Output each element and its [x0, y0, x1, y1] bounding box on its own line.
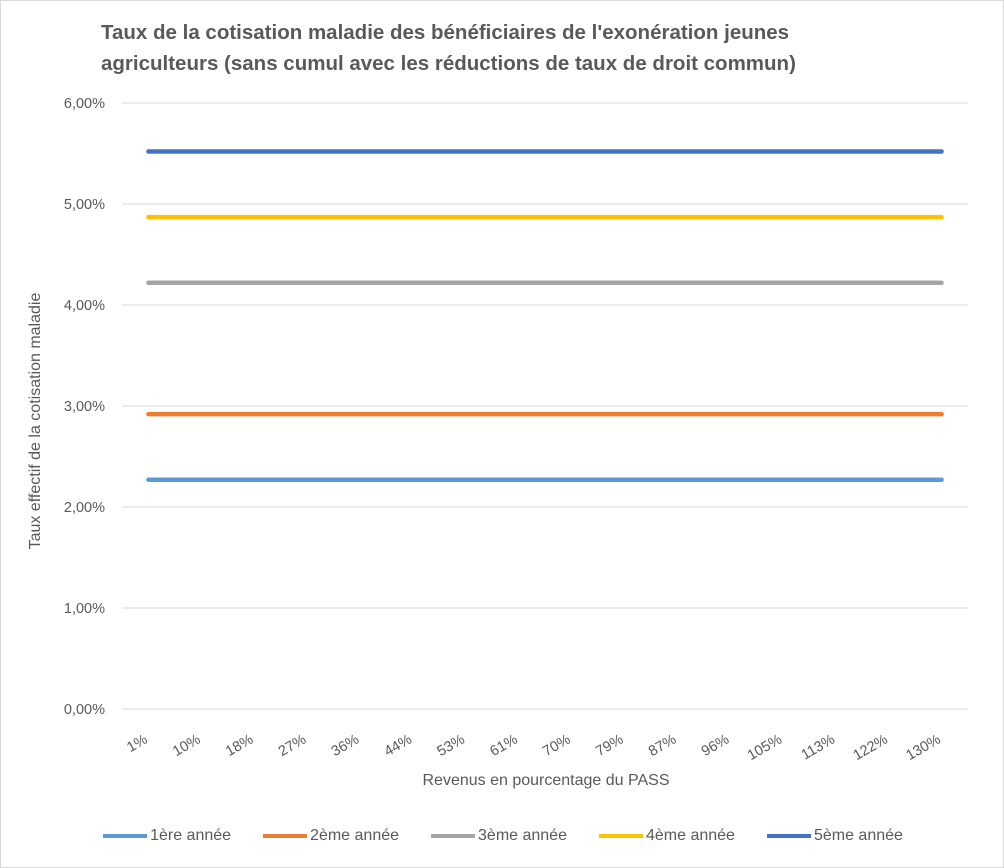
x-tick-label: 122% [851, 732, 891, 764]
legend-item: 1ère année [103, 827, 231, 845]
legend-item: 4ème année [598, 827, 735, 845]
x-tick-label: 61% [487, 732, 520, 760]
y-tick-label: 2,00% [64, 500, 105, 516]
legend-label: 2ème année [310, 827, 400, 844]
x-tick-label: 18% [223, 732, 256, 760]
x-tick-label: 113% [799, 732, 838, 764]
y-tick-label: 5,00% [64, 197, 105, 213]
gridlines [122, 102, 968, 710]
x-tick-label: 105% [745, 732, 785, 764]
series-lines [146, 149, 944, 482]
legend-item: 2ème année [263, 827, 399, 845]
x-tick-label: 79% [593, 732, 626, 760]
legend-swatch [263, 834, 308, 838]
x-tick-label: 44% [382, 732, 415, 760]
x-tick-label: 1% [124, 732, 150, 756]
y-tick-labels: 0,00% 1,00% 2,00% 3,00% 4,00% 5,00% 6,00% [64, 96, 105, 718]
x-tick-label: 10% [170, 732, 203, 760]
legend-item: 5ème année [766, 827, 903, 845]
legend: 1ère année 2ème année 3ème année 4ème année… [1, 823, 1004, 849]
legend-label: 5ème année [813, 827, 903, 844]
legend-item: 3ème année [431, 827, 567, 845]
y-tick-label: 3,00% [64, 399, 105, 415]
x-tick-labels: 1% 10% 18% 27% 36% 44% 53% 61% 70% 79% 87% 96% 105% 1… [124, 732, 943, 764]
chart-plot: 0,00% 1,00% 2,00% 3,00% 4,00% 5,00% 6,00% 1% 10… [27, 96, 968, 789]
x-axis-title: Revenus en pourcentage du PASS [423, 772, 670, 789]
legend-label: 1ère année [150, 827, 232, 844]
x-tick-label: 36% [329, 732, 362, 760]
legend-swatch [598, 834, 643, 838]
y-tick-label: 1,00% [64, 601, 105, 617]
legend-swatch [103, 834, 148, 838]
legend-label: 3ème année [478, 827, 567, 844]
legend-label: 4ème année [645, 827, 735, 844]
y-axis-title: Taux effectif de la cotisation maladie [27, 293, 44, 550]
y-tick-label: 4,00% [64, 298, 105, 314]
x-tick-label: 87% [646, 732, 679, 760]
x-tick-label: 27% [276, 732, 309, 760]
x-tick-label: 70% [540, 732, 573, 760]
legend-swatch [766, 834, 811, 838]
x-tick-label: 96% [699, 732, 732, 760]
y-tick-label: 0,00% [64, 702, 105, 718]
chart-title: Taux de la cotisation maladie des bénéfi… [101, 21, 796, 75]
y-tick-label: 6,00% [64, 96, 105, 112]
x-tick-label: 130% [903, 732, 943, 764]
x-tick-label: 53% [435, 732, 468, 760]
legend-swatch [431, 834, 476, 838]
